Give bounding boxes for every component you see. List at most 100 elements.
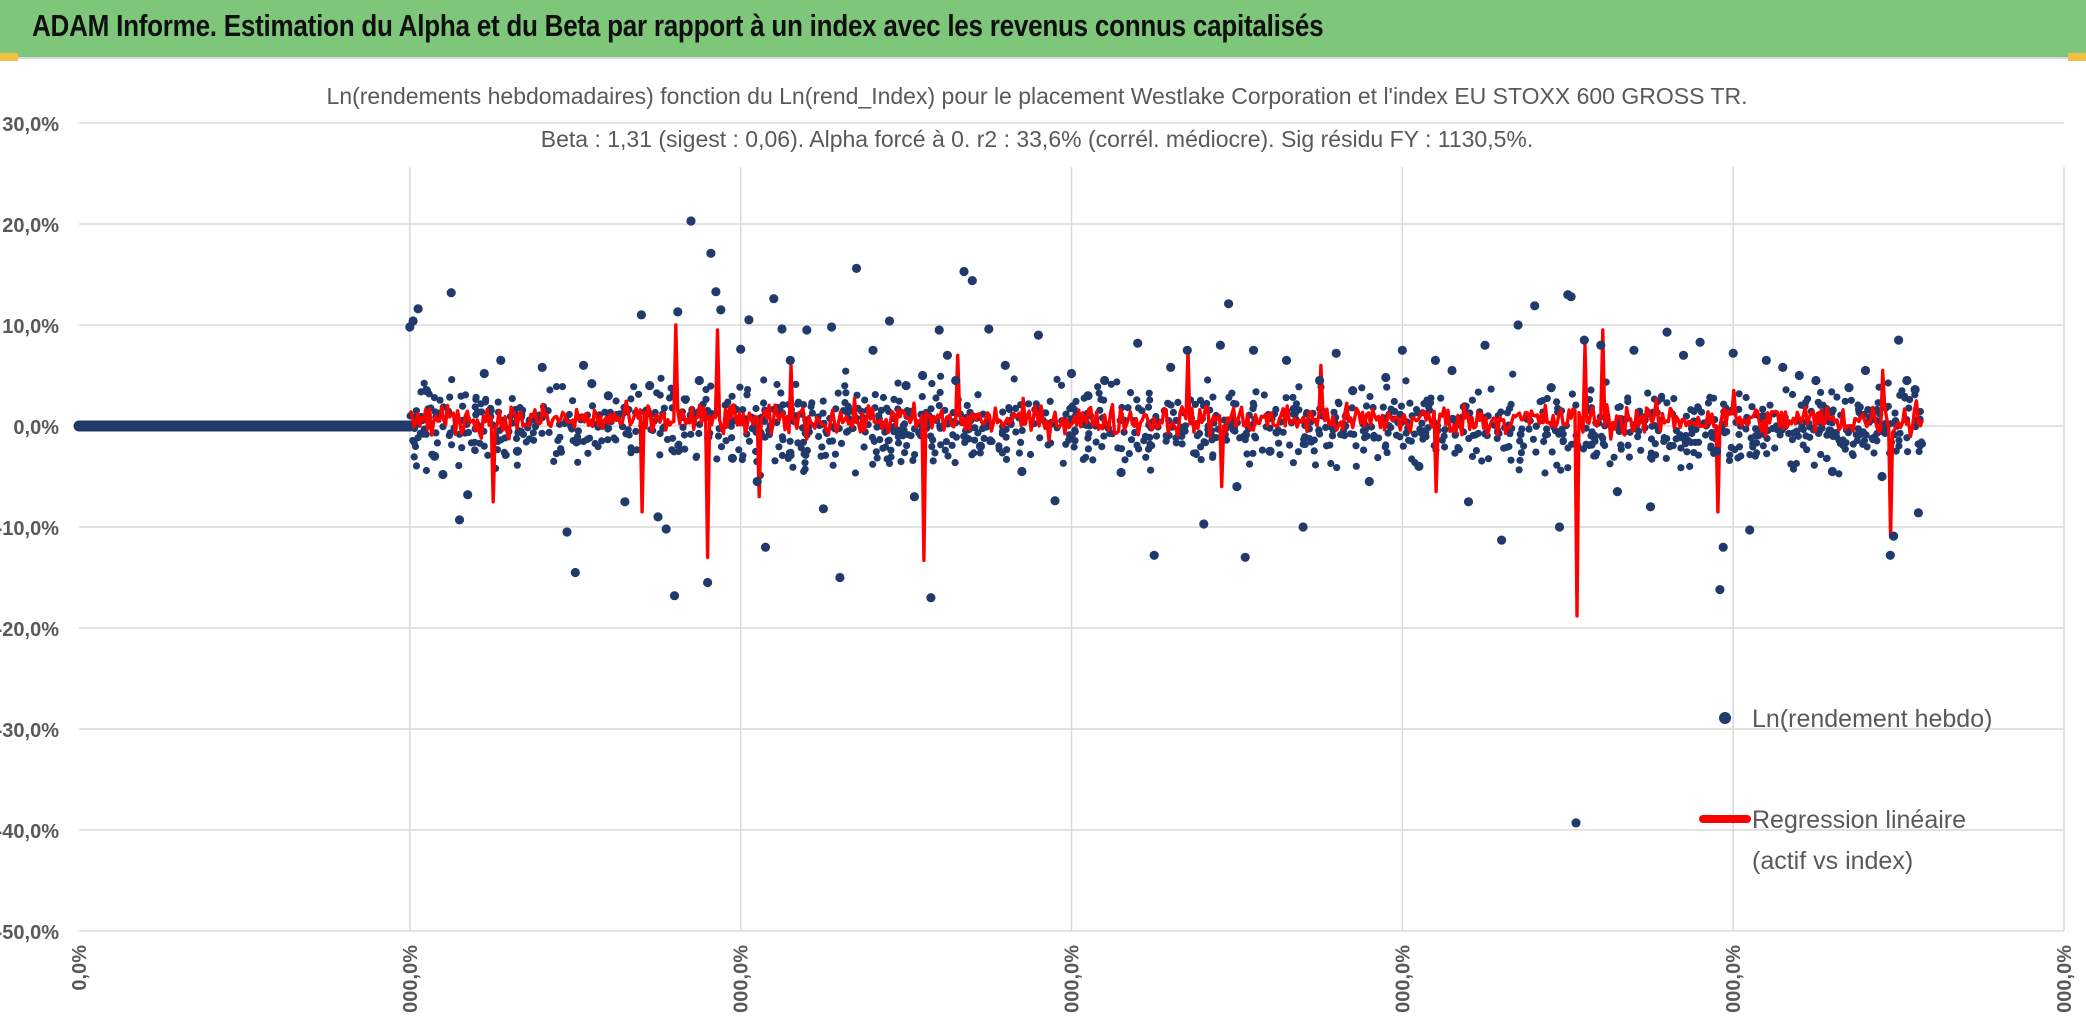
y-axis-labels: 30,0% 20,0% 10,0% 0,0% -10,0% -20,0% -30,0% -40… (0, 114, 59, 944)
cloud-point (1127, 436, 1136, 444)
cloud-point (1587, 386, 1595, 394)
cloud-point (1652, 451, 1660, 459)
scatter-point (1827, 466, 1837, 477)
cloud-point (1564, 444, 1572, 452)
y-tick-label: -40,0% (0, 821, 59, 843)
cloud-point (478, 408, 486, 416)
cloud-point (1374, 454, 1382, 462)
cloud-point (829, 437, 837, 445)
cloud-point (937, 441, 945, 449)
cloud-point (1686, 462, 1694, 470)
scatter-point (901, 381, 911, 391)
cloud-point (831, 450, 840, 458)
cloud-point (1440, 432, 1448, 440)
scatter-point (1315, 375, 1325, 386)
cloud-point (487, 407, 495, 415)
cloud-point (1399, 442, 1407, 450)
cloud-point (545, 428, 553, 436)
cloud-point (1358, 384, 1366, 392)
scatter-point (1571, 818, 1581, 828)
cloud-point (635, 390, 643, 398)
cloud-point (1474, 388, 1482, 396)
cloud-point (1681, 440, 1690, 448)
cloud-point (557, 445, 565, 453)
cloud-point (1178, 440, 1186, 448)
cloud-point (1333, 464, 1341, 472)
cloud-point (1518, 425, 1526, 433)
x-tick-label: 000,0% (1062, 945, 1084, 1013)
cloud-point (1905, 404, 1913, 412)
cloud-point (1441, 426, 1449, 434)
scatter-point (1530, 301, 1540, 311)
scatter-point (736, 344, 746, 354)
cloud-point (1258, 446, 1266, 454)
cloud-point (1903, 434, 1911, 442)
cloud-point (627, 449, 635, 457)
cloud-point (778, 433, 787, 441)
scatter-point (1100, 375, 1110, 386)
scatter-point (1232, 482, 1242, 492)
scatter-point (1397, 345, 1407, 355)
scatter-point (1579, 335, 1589, 345)
cloud-point (632, 427, 640, 435)
scatter-point (669, 591, 680, 601)
cloud-point (808, 409, 817, 417)
cloud-point (1437, 394, 1445, 402)
cloud-point (1587, 440, 1595, 448)
cloud-point (986, 436, 994, 444)
cloud-point (1509, 370, 1517, 378)
cloud-point (1787, 460, 1795, 468)
cloud-point (1516, 437, 1524, 445)
cloud-point (778, 451, 787, 460)
cloud-point (1360, 446, 1368, 454)
scatter-point (1712, 446, 1722, 456)
regression-line (408, 323, 1925, 618)
scatter-point (818, 504, 829, 514)
scatter-point (1910, 385, 1920, 395)
cloud-point (1917, 438, 1926, 446)
scatter-point (570, 567, 580, 578)
cloud-point (1196, 396, 1205, 404)
cloud-point (1133, 396, 1141, 404)
cloud-point (1677, 464, 1685, 472)
cloud-point (446, 393, 454, 401)
cloud-point (1327, 459, 1335, 468)
cloud-point (1146, 396, 1154, 404)
cloud-point (477, 400, 485, 408)
cloud-point (819, 409, 827, 417)
scatter-point (1811, 375, 1821, 386)
cloud-point (1804, 395, 1812, 403)
legend-label-regression-line1: Regression linéaire (1752, 806, 1966, 834)
corner-marker-right (2068, 53, 2086, 61)
cloud-point (1366, 393, 1374, 401)
cloud-point (583, 435, 591, 443)
cloud-point (1568, 390, 1576, 398)
cloud-point (656, 451, 664, 459)
cloud-point (1071, 437, 1079, 445)
cloud-point (1059, 459, 1067, 467)
scatter-point (463, 490, 473, 500)
scatter-point (1718, 542, 1728, 552)
cloud-point (1515, 466, 1523, 474)
scatter-point (1844, 383, 1854, 393)
cloud-point (941, 446, 949, 454)
cloud-point (1012, 404, 1020, 412)
cloud-point (1617, 445, 1625, 453)
cloud-point (1746, 451, 1754, 459)
cloud-point (1817, 450, 1825, 459)
scatter-point (413, 304, 423, 314)
cloud-point (1896, 429, 1904, 437)
scatter-point (967, 276, 977, 286)
cloud-point (556, 433, 564, 441)
cloud-point (801, 459, 809, 467)
cloud-point (1540, 437, 1548, 446)
cloud-point (1677, 444, 1685, 452)
cloud-point (1532, 448, 1540, 456)
scatter-point (1715, 585, 1725, 595)
regression-series (408, 323, 1925, 618)
scatter-point (446, 288, 456, 298)
cloud-point (675, 440, 683, 448)
cloud-point (821, 451, 830, 459)
scatter-point (711, 287, 721, 297)
scatter-point (1794, 370, 1804, 381)
